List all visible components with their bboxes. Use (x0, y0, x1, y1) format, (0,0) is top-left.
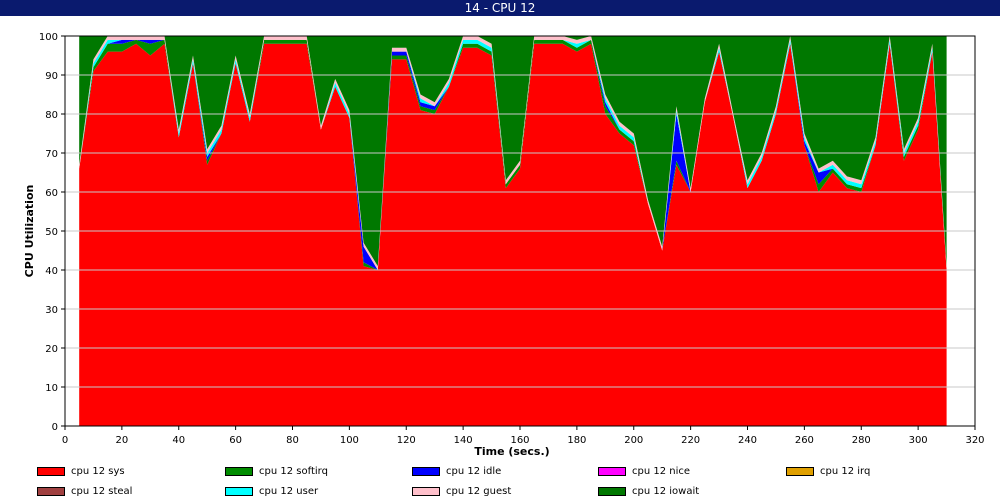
x-tick-label: 120 (397, 435, 416, 446)
legend-item: cpu 12 guest (412, 484, 511, 498)
legend-item: cpu 12 idle (412, 464, 501, 478)
legend-label: cpu 12 iowait (632, 485, 700, 497)
legend-item: cpu 12 sys (37, 464, 125, 478)
y-tick-label: 80 (45, 110, 58, 121)
y-tick-label: 30 (45, 305, 58, 316)
legend-label: cpu 12 user (259, 485, 319, 497)
legend-swatch (598, 466, 626, 476)
x-tick-label: 80 (286, 435, 299, 446)
x-tick-label: 240 (738, 435, 757, 446)
legend-swatch (412, 466, 440, 476)
legend-label: cpu 12 irq (820, 465, 871, 477)
x-tick-label: 320 (965, 435, 984, 446)
y-tick-label: 10 (45, 383, 58, 394)
y-tick-label: 0 (52, 422, 58, 433)
legend-label: cpu 12 softirq (259, 465, 328, 477)
legend-swatch (786, 466, 814, 476)
y-tick-label: 90 (45, 71, 58, 82)
x-tick-label: 40 (172, 435, 185, 446)
x-tick-label: 260 (795, 435, 814, 446)
cpu-utilization-chart: 0 10 20 30 40 50 60 70 80 90 100 0 20 40 60 80 100 120 140… (23, 32, 985, 458)
legend-swatch (37, 486, 65, 496)
y-tick-label: 60 (45, 188, 58, 199)
y-tick-label: 20 (45, 344, 58, 355)
x-tick-label: 140 (454, 435, 473, 446)
x-tick-label: 180 (567, 435, 586, 446)
legend-swatch (37, 466, 65, 476)
legend-swatch (225, 486, 253, 496)
y-tick-label: 100 (39, 32, 58, 43)
legend-item: cpu 12 steal (37, 484, 132, 498)
x-tick-label: 300 (909, 435, 928, 446)
x-tick-label: 200 (624, 435, 643, 446)
legend-label: cpu 12 idle (446, 465, 502, 477)
x-axis-label: Time (secs.) (474, 445, 549, 458)
legend-item: cpu 12 user (225, 484, 318, 498)
legend-label: cpu 12 sys (71, 465, 125, 477)
y-axis-label: CPU Utilization (23, 185, 36, 278)
legend-swatch (225, 466, 253, 476)
x-tick-label: 160 (510, 435, 529, 446)
area-series-9 (79, 36, 947, 267)
legend-item: cpu 12 nice (598, 464, 690, 478)
area-series-1 (79, 43, 947, 427)
x-tick-label: 0 (62, 435, 68, 446)
legend-item: cpu 12 iowait (598, 484, 699, 498)
legend-swatch (412, 486, 440, 496)
legend: cpu 12 sys cpu 12 softirq cpu 12 idle cpu 1… (0, 462, 1000, 502)
legend-label: cpu 12 nice (632, 465, 691, 477)
chart-title: 14 - CPU 12 (0, 0, 1000, 16)
axes: 0 10 20 30 40 50 60 70 80 90 100 0 20 40 60 80 100 120 140… (39, 32, 985, 446)
y-tick-label: 40 (45, 266, 58, 277)
legend-swatch (598, 486, 626, 496)
y-tick-label: 50 (45, 227, 58, 238)
legend-label: cpu 12 guest (446, 485, 512, 497)
x-tick-label: 100 (340, 435, 359, 446)
legend-item: cpu 12 softirq (225, 464, 328, 478)
legend-item: cpu 12 irq (786, 464, 870, 478)
legend-label: cpu 12 steal (71, 485, 133, 497)
x-tick-label: 20 (116, 435, 129, 446)
x-tick-label: 220 (681, 435, 700, 446)
x-tick-label: 280 (852, 435, 871, 446)
y-tick-label: 70 (45, 149, 58, 160)
x-tick-label: 60 (229, 435, 242, 446)
